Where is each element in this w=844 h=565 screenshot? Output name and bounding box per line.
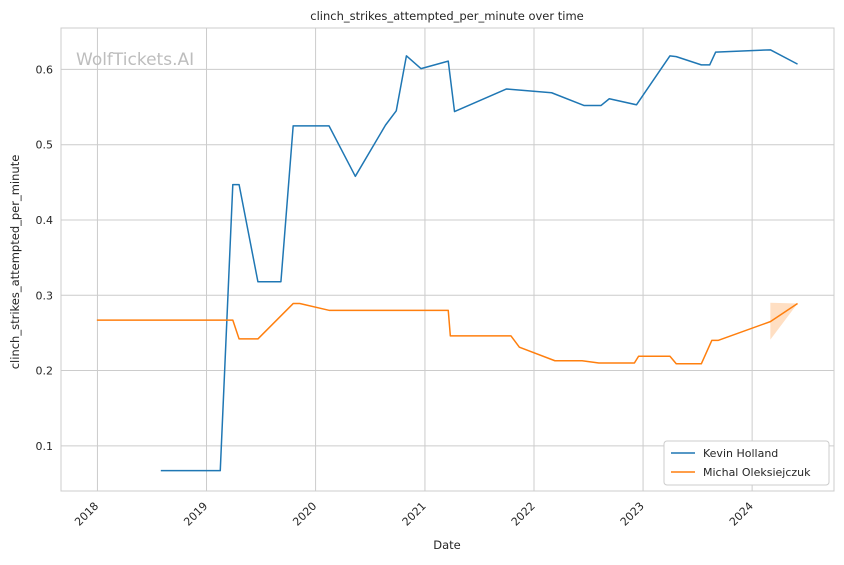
y-tick-label: 0.3: [36, 289, 54, 302]
y-tick-label: 0.1: [36, 440, 54, 453]
legend-label-kevin-holland: Kevin Holland: [703, 447, 778, 460]
series-line-kevin-holland: [160, 49, 798, 472]
x-axis-title: Date: [433, 538, 461, 552]
plot-frame: [60, 27, 835, 492]
series-line-michal-oleksiejczuk: [96, 302, 798, 365]
legend: Kevin Holland Michal Oleksiejczuk: [663, 440, 830, 486]
legend-label-michal-oleksiejczuk: Michal Oleksiejczuk: [703, 466, 811, 479]
legend-box: [663, 440, 830, 486]
band-michal-oleksiejczuk: [770, 302, 798, 340]
y-tick-label: 0.4: [36, 214, 54, 227]
series-lines: [96, 49, 798, 472]
y-tick-label: 0.6: [36, 63, 54, 76]
uncertainty-bands: [770, 302, 798, 340]
y-tick-label: 0.5: [36, 139, 54, 152]
chart-title: clinch_strikes_attempted_per_minute over…: [310, 9, 583, 23]
y-tick-label: 0.2: [36, 365, 54, 378]
watermark: WolfTickets.AI: [76, 50, 194, 70]
grid: [61, 28, 834, 491]
y-axis-title: clinch_strikes_attempted_per_minute: [8, 155, 22, 370]
